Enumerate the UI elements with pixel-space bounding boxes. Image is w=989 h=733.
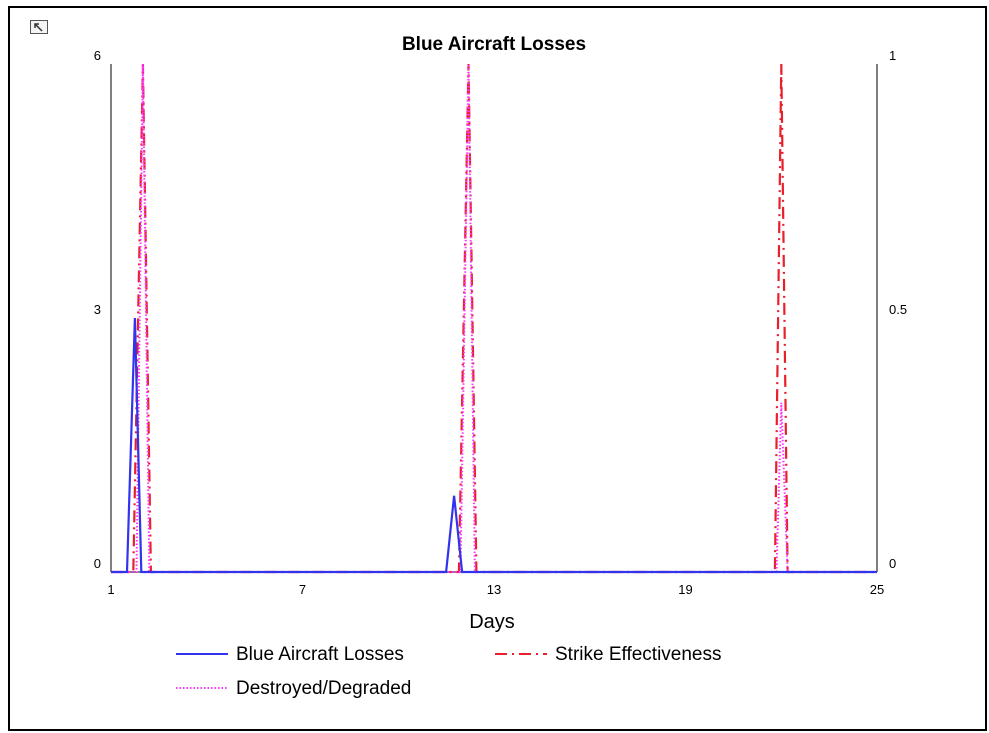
- series-layer: [111, 63, 877, 574]
- legend-label: Blue Aircraft Losses: [236, 644, 404, 665]
- series-line-destroyed-degraded: [111, 63, 877, 573]
- chart-title: Blue Aircraft Losses: [402, 34, 586, 55]
- chart-panel: [8, 6, 987, 731]
- y-tick-label-right: 0: [889, 556, 896, 571]
- series-line-strike-effectiveness: [111, 63, 877, 574]
- axes: 1 7 13 19 25 0 3 6 0 0.5 1: [94, 48, 907, 597]
- legend-label: Destroyed/Degraded: [236, 678, 411, 699]
- legend: Blue Aircraft Losses Strike Effectiveness…: [176, 644, 722, 699]
- x-tick-label: 13: [487, 582, 501, 597]
- y-tick-label-left: 0: [94, 556, 101, 571]
- x-tick-label: 25: [870, 582, 884, 597]
- x-axis-label: Days: [469, 611, 515, 633]
- x-tick-label: 1: [107, 582, 114, 597]
- x-tick-label: 19: [678, 582, 692, 597]
- restore-icon[interactable]: [30, 20, 48, 34]
- legend-label: Strike Effectiveness: [555, 644, 722, 665]
- y-tick-label-right: 1: [889, 48, 896, 63]
- series-line-blue-aircraft-losses: [111, 317, 877, 574]
- y-tick-label-right: 0.5: [889, 302, 907, 317]
- y-tick-label-left: 6: [94, 48, 101, 63]
- x-tick-label: 7: [299, 582, 306, 597]
- y-tick-label-left: 3: [94, 302, 101, 317]
